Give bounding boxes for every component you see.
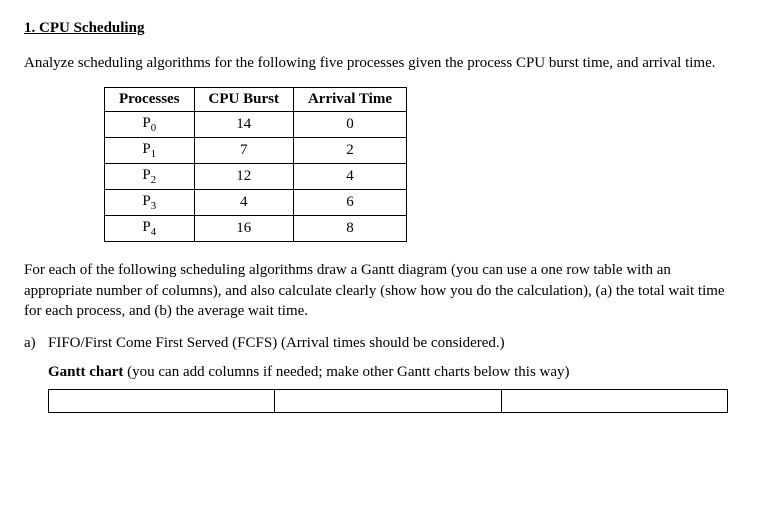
cell-arrival: 2	[293, 138, 406, 164]
cell-burst: 16	[194, 216, 293, 242]
cell-process: P4	[105, 216, 195, 242]
cell-arrival: 0	[293, 112, 406, 138]
gantt-cell	[49, 390, 275, 413]
instructions-text: For each of the following scheduling alg…	[24, 260, 733, 321]
cell-process: P1	[105, 138, 195, 164]
cell-burst: 12	[194, 164, 293, 190]
table-row: P3 4 6	[105, 190, 407, 216]
table-header-row: Processes CPU Burst Arrival Time	[105, 88, 407, 112]
cell-burst: 4	[194, 190, 293, 216]
gantt-label-strong: Gantt chart	[48, 364, 123, 380]
part-a-marker: a)	[24, 335, 48, 352]
gantt-label: Gantt chart (you can add columns if need…	[48, 364, 733, 381]
cell-burst: 14	[194, 112, 293, 138]
cell-process: P0	[105, 112, 195, 138]
process-table: Processes CPU Burst Arrival Time P0 14 0…	[104, 87, 407, 242]
gantt-cell	[275, 390, 501, 413]
gantt-label-rest: (you can add columns if needed; make oth…	[123, 364, 569, 380]
table-row: P4 16 8	[105, 216, 407, 242]
cell-arrival: 8	[293, 216, 406, 242]
gantt-cell	[501, 390, 727, 413]
table-row: P2 12 4	[105, 164, 407, 190]
table-row: P0 14 0	[105, 112, 407, 138]
cell-process: P2	[105, 164, 195, 190]
col-arrival-time: Arrival Time	[293, 88, 406, 112]
gantt-chart	[48, 389, 728, 413]
cell-burst: 7	[194, 138, 293, 164]
section-heading: 1. CPU Scheduling	[24, 20, 733, 37]
part-a: a) FIFO/First Come First Served (FCFS) (…	[24, 335, 733, 352]
part-a-text: FIFO/First Come First Served (FCFS) (Arr…	[48, 335, 733, 352]
cell-arrival: 6	[293, 190, 406, 216]
col-cpu-burst: CPU Burst	[194, 88, 293, 112]
gantt-row	[49, 390, 728, 413]
intro-text: Analyze scheduling algorithms for the fo…	[24, 53, 733, 73]
table-row: P1 7 2	[105, 138, 407, 164]
col-processes: Processes	[105, 88, 195, 112]
cell-process: P3	[105, 190, 195, 216]
cell-arrival: 4	[293, 164, 406, 190]
